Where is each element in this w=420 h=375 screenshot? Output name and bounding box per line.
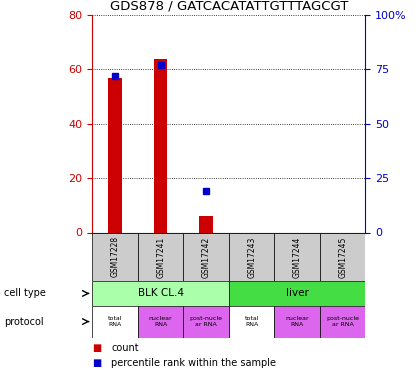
- Text: post-nucle
ar RNA: post-nucle ar RNA: [326, 316, 359, 327]
- Bar: [184, 232, 229, 281]
- Text: BLK CL.4: BLK CL.4: [138, 288, 184, 298]
- Bar: [320, 232, 365, 281]
- Bar: [92, 281, 229, 306]
- Text: liver: liver: [286, 288, 309, 298]
- Bar: [320, 306, 365, 338]
- Text: post-nucle
ar RNA: post-nucle ar RNA: [190, 316, 223, 327]
- Text: nuclear
RNA: nuclear RNA: [149, 316, 173, 327]
- Text: GSM17242: GSM17242: [202, 236, 211, 278]
- Text: GSM17243: GSM17243: [247, 236, 256, 278]
- Text: ■: ■: [92, 358, 102, 368]
- Bar: [229, 281, 365, 306]
- Bar: [184, 306, 229, 338]
- Bar: [92, 232, 138, 281]
- Title: GDS878 / GATCACATATTGTTTAGCGT: GDS878 / GATCACATATTGTTTAGCGT: [110, 0, 348, 12]
- Bar: [274, 306, 320, 338]
- Bar: [138, 232, 184, 281]
- Text: total
RNA: total RNA: [108, 316, 122, 327]
- Bar: [200, 216, 213, 232]
- Text: nuclear
RNA: nuclear RNA: [285, 316, 309, 327]
- Bar: [108, 78, 122, 232]
- Text: total
RNA: total RNA: [244, 316, 259, 327]
- Text: cell type: cell type: [4, 288, 46, 298]
- Text: count: count: [111, 343, 139, 353]
- Text: ■: ■: [92, 343, 102, 353]
- Bar: [154, 58, 168, 232]
- Text: GSM17228: GSM17228: [110, 236, 120, 278]
- Bar: [92, 306, 138, 338]
- Text: protocol: protocol: [4, 316, 44, 327]
- Bar: [138, 306, 184, 338]
- Text: GSM17245: GSM17245: [338, 236, 347, 278]
- Text: GSM17241: GSM17241: [156, 236, 165, 278]
- Bar: [274, 232, 320, 281]
- Text: GSM17244: GSM17244: [293, 236, 302, 278]
- Text: percentile rank within the sample: percentile rank within the sample: [111, 358, 276, 368]
- Bar: [229, 306, 274, 338]
- Bar: [229, 232, 274, 281]
